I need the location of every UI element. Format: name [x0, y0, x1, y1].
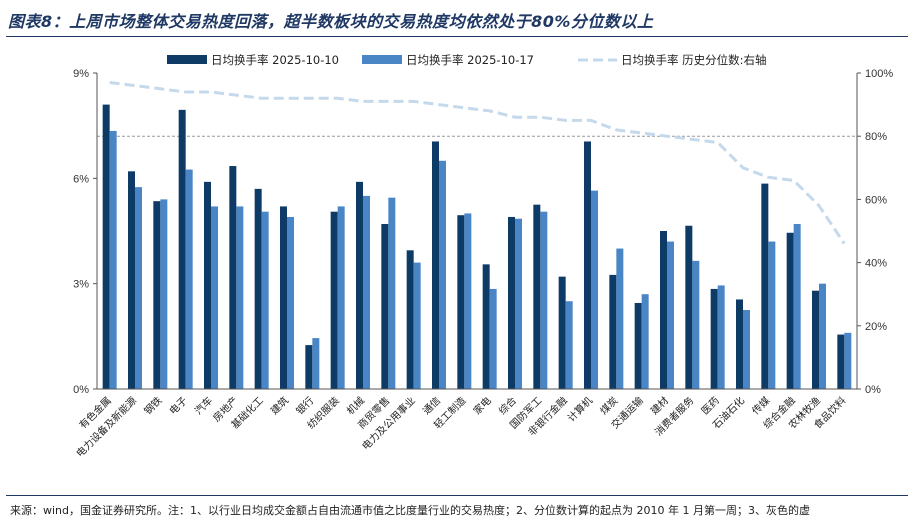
bar-2025-10-17 [185, 169, 193, 389]
bar-2025-10-10 [685, 225, 693, 389]
bar-2025-10-17 [363, 195, 370, 389]
bar-2025-10-10 [736, 299, 743, 389]
bar-2025-10-17 [109, 130, 117, 389]
right-tick-label: 100% [865, 68, 893, 80]
chart-title: 图表8：上周市场整体交易热度回落，超半数板块的交易热度均依然处于80%分位数以上 [8, 12, 654, 31]
bar-2025-10-17 [236, 206, 244, 389]
category-label: 机械 [344, 394, 367, 417]
category-label: 医药 [699, 395, 722, 418]
bar-2025-10-17 [211, 206, 218, 389]
chart-area: 日均换手率 2025-10-10 日均换手率 2025-10-17 日均换手率 历史… [73, 53, 893, 460]
bar-2025-10-10 [254, 188, 262, 389]
bar-2025-10-10 [178, 109, 186, 389]
bar-2025-10-10 [710, 288, 718, 389]
category-label: 传媒 [750, 395, 773, 418]
category-label: 电子 [166, 394, 189, 417]
bar-2025-10-17 [413, 262, 421, 389]
left-tick-label: 3% [73, 279, 89, 291]
bar-2025-10-10 [305, 345, 313, 389]
footer-rule [6, 495, 908, 496]
category-label: 煤炭 [597, 394, 620, 417]
bar-2025-10-10 [330, 211, 338, 389]
category-label: 银行 [293, 394, 316, 417]
category-label: 钢铁 [141, 394, 164, 417]
bar-2025-10-17 [388, 197, 396, 389]
right-tick-label: 40% [865, 258, 887, 270]
bar-2025-10-10 [812, 290, 819, 389]
bar-2025-10-10 [761, 183, 769, 389]
bar-2025-10-17 [717, 285, 725, 389]
left-tick-label: 0% [73, 384, 89, 396]
chart-legend: 日均换手率 2025-10-10 日均换手率 2025-10-17 日均换手率 历史… [167, 53, 767, 67]
bar-2025-10-10 [482, 264, 490, 389]
bar-2025-10-10 [558, 276, 566, 389]
legend-swatch-2025-10-17 [362, 55, 402, 64]
right-tick-label: 80% [865, 131, 887, 143]
bar-2025-10-17 [135, 187, 142, 389]
category-label: 综合 [496, 394, 519, 417]
bar-2025-10-10 [128, 171, 135, 389]
bar-2025-10-17 [464, 213, 472, 389]
bar-2025-10-10 [584, 141, 591, 389]
bar-2025-10-17 [160, 199, 168, 389]
bar-2025-10-10 [381, 223, 389, 389]
bar-2025-10-10 [406, 250, 414, 389]
legend-label-2025-10-10: 日均换手率 2025-10-10 [211, 53, 339, 67]
bar-2025-10-10 [508, 216, 515, 389]
bar-2025-10-10 [634, 302, 642, 389]
bar-2025-10-10 [204, 181, 211, 389]
bar-2025-10-10 [786, 232, 794, 389]
bar-layer [102, 104, 852, 389]
footer-note: 来源：wind，国金证券研究所。注：1、以行业日均成交金额占自由流通市值之比度量… [10, 504, 810, 517]
category-label: 汽车 [192, 394, 215, 417]
bar-2025-10-10 [533, 204, 541, 389]
bar-2025-10-17 [768, 241, 776, 389]
right-tick-label: 60% [865, 194, 887, 206]
bar-2025-10-17 [844, 332, 852, 389]
category-label: 建筑 [268, 394, 291, 417]
bar-2025-10-10 [432, 141, 439, 389]
bar-2025-10-17 [515, 218, 522, 389]
left-tick-label: 9% [73, 68, 89, 80]
percentile-line [109, 81, 846, 245]
bar-2025-10-10 [153, 201, 161, 389]
bar-2025-10-17 [591, 190, 598, 389]
category-label: 建材 [648, 394, 671, 417]
right-tick-label: 20% [865, 321, 887, 333]
left-tick-label: 6% [73, 173, 89, 185]
bar-2025-10-17 [667, 241, 674, 389]
bar-2025-10-17 [641, 294, 649, 389]
bar-2025-10-17 [439, 160, 446, 389]
bar-2025-10-10 [457, 215, 465, 389]
bar-2025-10-10 [837, 334, 845, 389]
bar-2025-10-17 [337, 206, 345, 389]
bar-2025-10-17 [743, 310, 750, 389]
bar-2025-10-17 [287, 216, 294, 389]
legend-label-percentile: 日均换手率 历史分位数:右轴 [621, 53, 767, 67]
line-layer [109, 81, 846, 245]
category-label: 通信 [420, 395, 443, 418]
bar-2025-10-17 [616, 248, 624, 389]
bar-2025-10-10 [229, 166, 237, 389]
bar-2025-10-17 [489, 288, 497, 389]
bar-2025-10-10 [356, 181, 363, 389]
bar-2025-10-17 [793, 223, 801, 389]
bar-2025-10-17 [312, 338, 320, 389]
bar-2025-10-17 [261, 211, 269, 389]
bar-2025-10-17 [565, 301, 573, 389]
title-rule [6, 36, 908, 37]
bar-2025-10-10 [102, 104, 110, 389]
bar-2025-10-10 [660, 231, 667, 389]
category-label: 计算机 [565, 394, 595, 424]
bar-2025-10-10 [280, 206, 287, 389]
legend-label-2025-10-17: 日均换手率 2025-10-17 [406, 53, 534, 67]
bar-2025-10-17 [819, 283, 826, 389]
legend-swatch-2025-10-10 [167, 55, 207, 64]
category-label: 家电 [470, 394, 493, 417]
bar-2025-10-17 [692, 260, 700, 389]
bar-2025-10-17 [540, 211, 548, 389]
bar-2025-10-10 [609, 274, 617, 389]
right-tick-label: 0% [865, 384, 881, 396]
